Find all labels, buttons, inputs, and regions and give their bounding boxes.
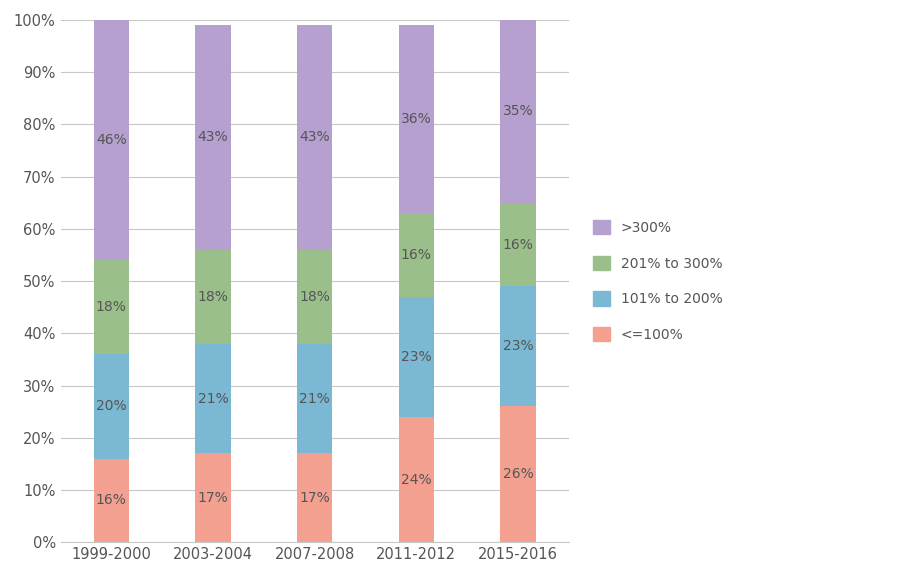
Bar bbox=[94, 458, 129, 542]
Bar bbox=[195, 25, 230, 250]
Bar bbox=[195, 453, 230, 542]
Text: 35%: 35% bbox=[503, 104, 534, 118]
Text: 36%: 36% bbox=[400, 112, 432, 126]
Bar bbox=[500, 20, 536, 203]
Bar bbox=[297, 453, 332, 542]
Text: 21%: 21% bbox=[300, 392, 330, 406]
Bar bbox=[500, 286, 536, 407]
Bar bbox=[195, 250, 230, 344]
Text: 20%: 20% bbox=[96, 399, 127, 414]
Text: 17%: 17% bbox=[198, 491, 229, 505]
Bar bbox=[500, 203, 536, 286]
Text: 16%: 16% bbox=[502, 237, 534, 252]
Text: 17%: 17% bbox=[300, 491, 330, 505]
Text: 18%: 18% bbox=[198, 290, 229, 304]
Bar bbox=[94, 354, 129, 458]
Text: 21%: 21% bbox=[198, 392, 229, 406]
Text: 18%: 18% bbox=[96, 300, 127, 314]
Text: 18%: 18% bbox=[299, 290, 330, 304]
Text: 46%: 46% bbox=[96, 133, 127, 147]
Text: 26%: 26% bbox=[502, 467, 534, 482]
Text: 23%: 23% bbox=[401, 350, 432, 364]
Bar bbox=[94, 260, 129, 354]
Bar bbox=[297, 25, 332, 250]
Bar bbox=[500, 407, 536, 542]
Text: 16%: 16% bbox=[96, 494, 127, 507]
Bar bbox=[399, 417, 434, 542]
Bar bbox=[195, 344, 230, 453]
Bar bbox=[399, 25, 434, 213]
Text: 23%: 23% bbox=[503, 339, 534, 353]
Bar bbox=[297, 250, 332, 344]
Bar bbox=[399, 213, 434, 297]
Text: 24%: 24% bbox=[401, 472, 432, 487]
Bar bbox=[297, 344, 332, 453]
Text: 43%: 43% bbox=[198, 130, 229, 145]
Text: 43%: 43% bbox=[300, 130, 330, 145]
Bar bbox=[94, 20, 129, 260]
Text: 16%: 16% bbox=[400, 248, 432, 262]
Bar bbox=[399, 297, 434, 417]
Legend: >300%, 201% to 300%, 101% to 200%, <=100%: >300%, 201% to 300%, 101% to 200%, <=100… bbox=[586, 213, 729, 349]
